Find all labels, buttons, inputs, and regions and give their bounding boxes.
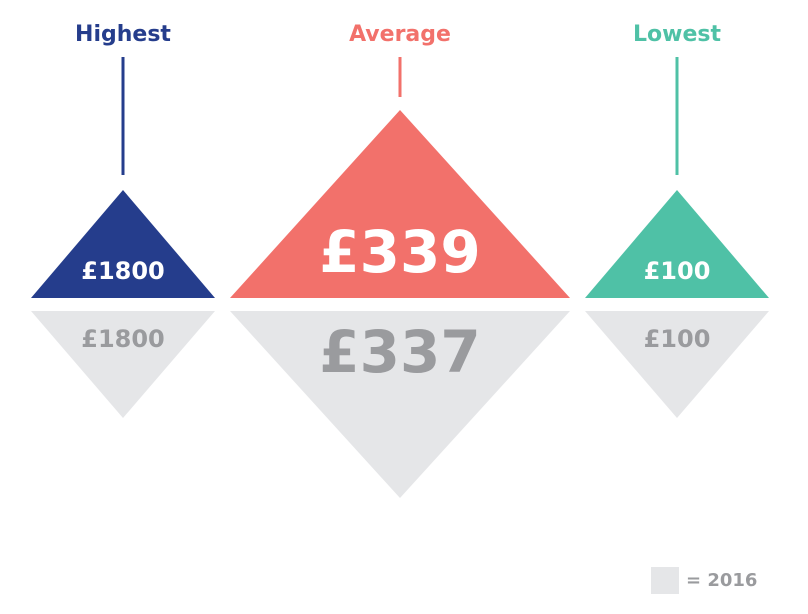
legend-swatch bbox=[651, 567, 679, 594]
previous-value: £100 bbox=[644, 325, 711, 353]
legend: = 2016 bbox=[651, 567, 757, 594]
current-value: £1800 bbox=[81, 257, 165, 285]
lowest-item: Lowest £100 £100 bbox=[585, 22, 769, 418]
highest-item: Highest £1800 £1800 bbox=[31, 22, 215, 418]
current-triangle bbox=[585, 190, 769, 298]
legend-label: = 2016 bbox=[686, 570, 757, 591]
item-label: Highest bbox=[75, 22, 171, 47]
current-triangle bbox=[31, 190, 215, 298]
previous-triangle bbox=[31, 311, 215, 418]
item-label: Average bbox=[349, 22, 451, 47]
average-item: Average £339 £337 bbox=[230, 22, 570, 498]
current-triangle bbox=[230, 110, 570, 298]
previous-triangle bbox=[230, 311, 570, 498]
previous-value: £337 bbox=[319, 318, 480, 386]
item-label: Lowest bbox=[633, 22, 721, 47]
current-value: £100 bbox=[644, 257, 711, 285]
previous-value: £1800 bbox=[81, 325, 165, 353]
current-value: £339 bbox=[319, 218, 480, 286]
previous-triangle bbox=[585, 311, 769, 418]
